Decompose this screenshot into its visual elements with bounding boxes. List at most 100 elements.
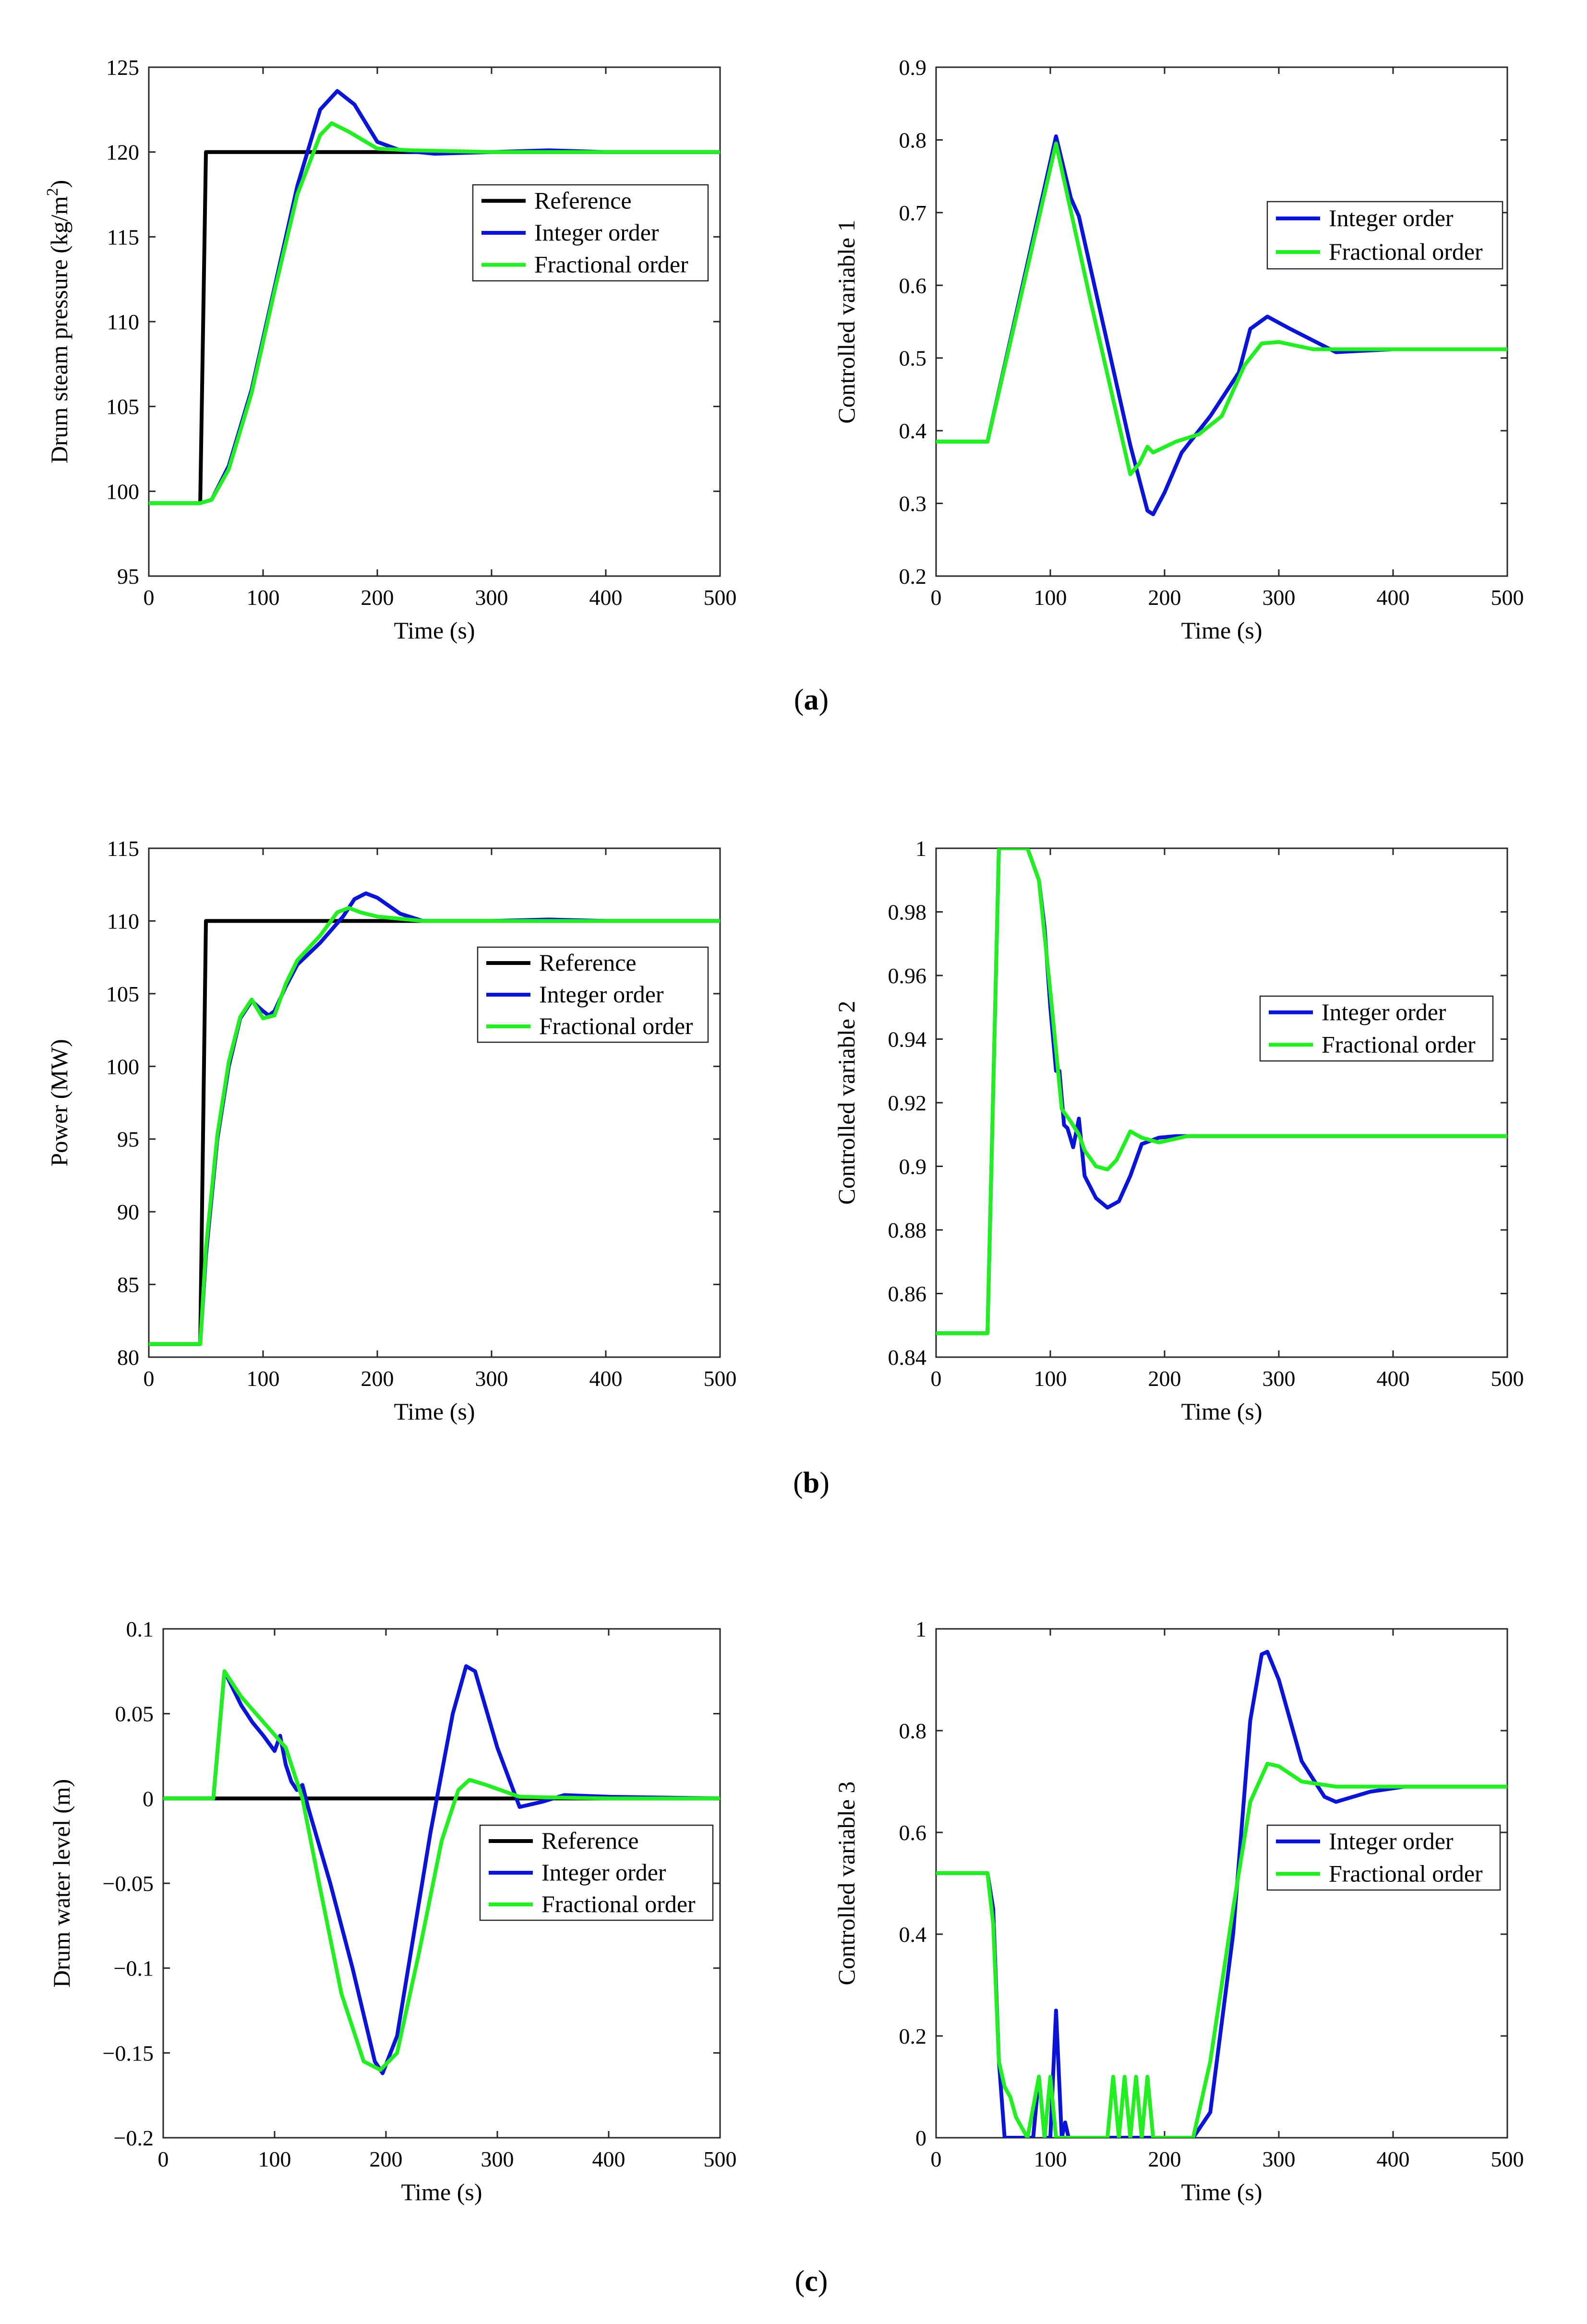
legend-label-fractional-order: Fractional order [1329,238,1483,265]
y-tick-label: 105 [106,982,139,1006]
y-axis-label-text: Controlled variable 2 [833,1001,860,1205]
x-tick-label: 500 [1491,2147,1524,2171]
axes-frame [148,847,721,1358]
x-tick-label: 0 [158,2147,169,2171]
legend-label-integer-order: Integer order [541,1859,666,1886]
x-tick-label: 300 [1262,2147,1296,2171]
x-tick-label: 100 [1034,585,1067,610]
series-line-fractional-order [149,121,720,506]
legend-label-fractional-order: Fractional order [541,1891,696,1917]
x-tick-label: 300 [475,1366,508,1391]
y-tick-label: 115 [107,836,139,861]
y-tick-label: 0.88 [888,1218,927,1242]
caption-c: (c) [795,2265,828,2298]
legend-label-integer-order: Integer order [539,981,664,1008]
x-tick-label: 300 [475,585,508,610]
x-tick-label: 300 [1262,1366,1296,1391]
x-tick-label: 0 [931,2147,942,2171]
y-axis-label: Controlled variable 3 [833,1782,860,1986]
series-line-fractional-order [936,848,1507,1336]
x-tick-label: 400 [589,585,623,610]
x-tick-label: 400 [589,1366,623,1391]
y-tick-label: 0.7 [899,201,927,225]
x-tick-label: 500 [1491,585,1524,610]
x-tick-label: 500 [704,1366,737,1391]
legend-label-fractional-order: Fractional order [1329,1860,1483,1887]
legend-box [1259,995,1494,1062]
y-tick-label: −0.1 [114,1956,154,1981]
legend-label-fractional-order: Fractional order [534,251,688,278]
x-tick-label: 400 [592,2147,625,2171]
y-tick-label: 110 [107,310,139,334]
x-axis-label: Time (s) [394,617,475,644]
y-tick-label: 0.96 [888,963,927,988]
x-tick-label: 300 [481,2147,514,2171]
y-axis-label-text: Drum steam pressure (kg/m [46,196,72,463]
y-tick-label: 0.9 [899,1155,927,1179]
x-tick-label: 100 [258,2147,291,2171]
y-tick-label: 125 [106,55,139,80]
legend-label-integer-order: Integer order [1329,205,1454,231]
axes-frame [148,66,721,577]
series-group [936,848,1507,1336]
series-line-fractional-order [936,142,1507,476]
y-axis-label: Controlled variable 2 [833,1001,860,1205]
y-tick-label: 0.6 [899,273,927,298]
axes-frame [935,847,1508,1358]
x-tick-label: 100 [247,1366,280,1391]
chart-controlled-variable-3: 0 100 200 300 400 500 0 0.2 0.4 0.6 0.8 1 Time (s) Co… [833,1617,1524,2205]
y-tick-label: 0.4 [899,1922,927,1947]
legend-label-fractional-order: Fractional order [1322,1031,1476,1058]
y-tick-label: −0.15 [103,2041,154,2065]
y-tick-label: 0.8 [899,1719,927,1743]
series-line-fractional-order [936,1761,1507,2138]
x-tick-label: 100 [1034,1366,1067,1391]
legend-label-integer-order: Integer order [534,219,659,246]
y-tick-label: 0.05 [115,1702,154,1726]
y-tick-label: 80 [117,1345,139,1370]
y-tick-label: 105 [106,395,139,419]
x-tick-label: 400 [1377,585,1410,610]
y-tick-label: 120 [106,140,139,165]
series-line-integer-order [936,134,1507,517]
x-tick-label: 100 [247,585,280,610]
y-tick-label: 0.9 [899,55,927,80]
x-tick-label: 0 [931,585,942,610]
series-line-fractional-order [149,906,720,1346]
axes-frame [935,1628,1508,2139]
y-tick-label: 0.5 [899,346,927,371]
legend-box [1266,1824,1501,1891]
caption-a: (a) [794,684,829,716]
chart-drum-steam-pressure: 0 100 200 300 400 500 95 100 105 110 115 120 125 Time… [44,55,737,644]
x-tick-label: 500 [704,2147,737,2171]
series-group [163,1664,720,2075]
y-axis-label: Power (MW) [46,1039,72,1166]
y-tick-label: 95 [117,564,139,589]
y-tick-label: 0.2 [899,564,927,589]
x-tick-label: 200 [1148,1366,1181,1391]
y-axis-label: Drum water level (m) [48,1779,75,1988]
x-tick-label: 200 [361,585,394,610]
x-axis-label: Time (s) [1181,617,1262,644]
chart-drum-water-level: 0 100 200 300 400 500 −0.2 −0.15 −0.1 −0.05 0 0.05 0… [48,1617,737,2205]
chart-power: 0 100 200 300 400 500 80 85 90 95 100 105 110 115 Time… [46,836,737,1425]
y-axis-label: Controlled variable 1 [833,220,860,424]
x-tick-label: 200 [1148,2147,1181,2171]
chart-controlled-variable-1: 0 100 200 300 400 500 0.2 0.3 0.4 0.5 0.6 0.7 0.8 0.9… [833,55,1524,644]
legend-label-integer-order: Integer order [1329,1828,1454,1854]
chart-controlled-variable-2: 0 100 200 300 400 500 0.84 0.86 0.88 0.9 0.92 0.94 0… [833,836,1524,1425]
x-axis-label: Time (s) [1181,2179,1262,2205]
y-tick-label: 95 [117,1127,139,1152]
x-tick-label: 500 [1491,1366,1524,1391]
y-tick-label: 0.3 [899,492,927,516]
legend-label-fractional-order: Fractional order [539,1012,693,1039]
x-axis-label: Time (s) [1181,1398,1262,1425]
y-axis-label-suffix: ) [46,180,72,188]
y-axis-label: Drum steam pressure (kg/m2) [44,180,72,463]
y-tick-label: 110 [107,909,139,933]
y-tick-label: −0.05 [103,1871,154,1896]
y-tick-label: 0.4 [899,419,927,443]
x-tick-label: 0 [144,1366,155,1391]
y-tick-label: 100 [106,1054,139,1079]
y-tick-label: 0.8 [899,128,927,152]
